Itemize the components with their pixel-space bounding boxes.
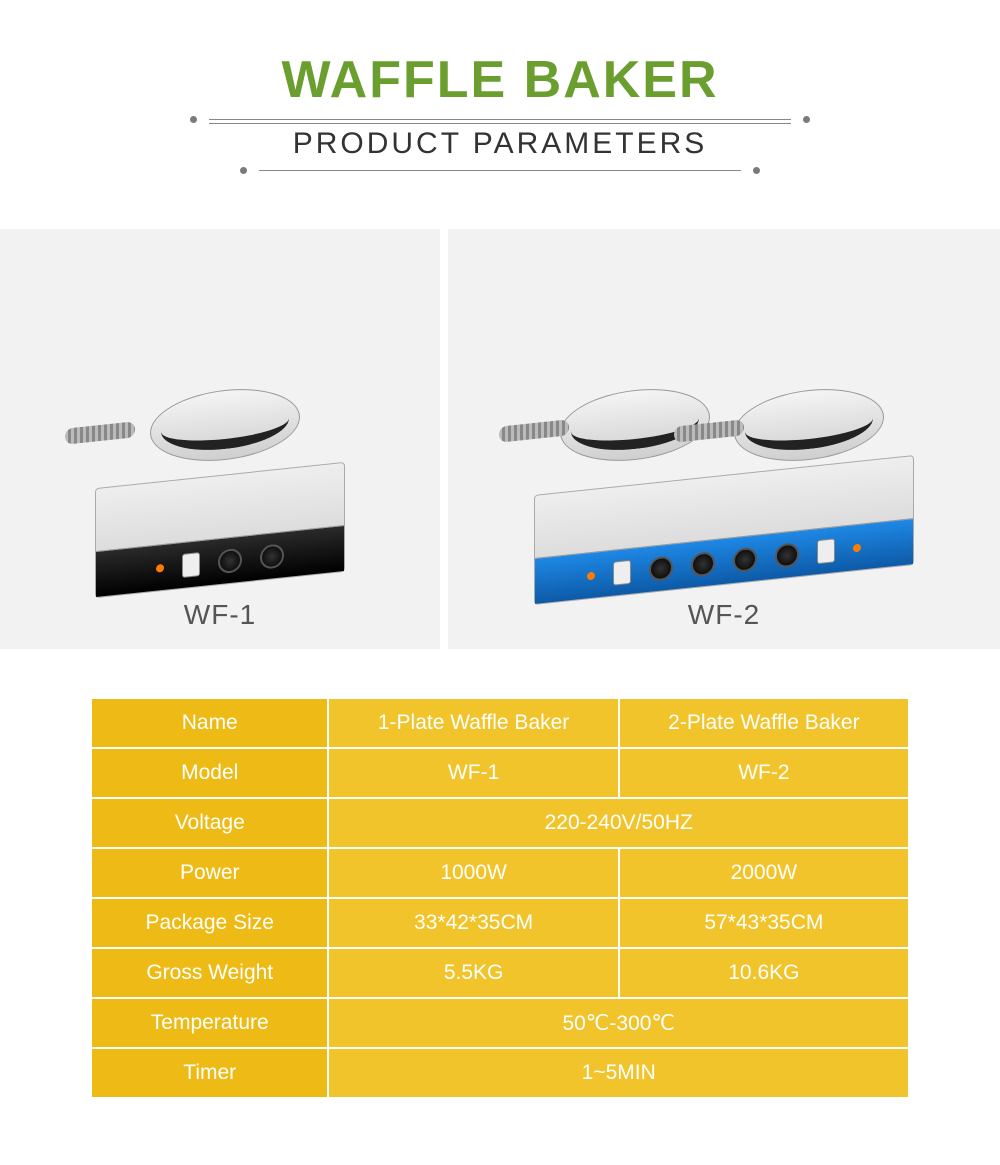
dot-icon	[240, 167, 247, 174]
rule-line	[209, 119, 791, 120]
spec-value: 1~5MIN	[328, 1048, 909, 1098]
spec-label: Power	[91, 848, 328, 898]
power-switch-icon	[613, 559, 631, 585]
table-row: Power1000W2000W	[91, 848, 909, 898]
power-switch-icon	[817, 538, 835, 564]
indicator-light-icon	[853, 543, 861, 552]
rule-line	[259, 170, 741, 171]
spec-label: Model	[91, 748, 328, 798]
table-row: Temperature50℃-300℃	[91, 998, 909, 1048]
spec-value: 220-240V/50HZ	[328, 798, 909, 848]
table-row: Timer1~5MIN	[91, 1048, 909, 1098]
divider	[240, 167, 760, 174]
spec-label: Voltage	[91, 798, 328, 848]
spec-value: 50℃-300℃	[328, 998, 909, 1048]
control-knob-icon	[649, 555, 673, 582]
dot-icon	[753, 167, 760, 174]
spec-label: Package Size	[91, 898, 328, 948]
spec-label: Temperature	[91, 998, 328, 1048]
spec-value: WF-1	[328, 748, 618, 798]
power-switch-icon	[182, 552, 200, 578]
control-knob-icon	[691, 550, 715, 577]
indicator-light-icon	[156, 563, 164, 572]
indicator-light-icon	[587, 571, 595, 580]
table-row: Voltage220-240V/50HZ	[91, 798, 909, 848]
header: WAFFLE BAKER PRODUCT PARAMETERS	[0, 0, 1000, 174]
product-label-wf1: WF-1	[184, 599, 256, 631]
control-knob-icon	[733, 546, 757, 573]
spec-value: 1-Plate Waffle Baker	[328, 698, 618, 748]
spec-value: 57*43*35CM	[619, 898, 909, 948]
spec-table: Name1-Plate Waffle Baker2-Plate Waffle B…	[90, 697, 910, 1099]
spec-value: 33*42*35CM	[328, 898, 618, 948]
page-title: WAFFLE BAKER	[0, 50, 1000, 110]
product-illustration-wf2	[534, 475, 914, 585]
spec-value: 5.5KG	[328, 948, 618, 998]
control-knob-icon	[775, 542, 799, 569]
spec-value: 10.6KG	[619, 948, 909, 998]
spec-value: 2000W	[619, 848, 909, 898]
product-label-wf2: WF-2	[688, 599, 760, 631]
control-knob-icon	[260, 543, 284, 570]
dot-icon	[190, 116, 197, 123]
spec-value: WF-2	[619, 748, 909, 798]
dot-icon	[803, 116, 810, 123]
page-subtitle: PRODUCT PARAMETERS	[0, 127, 1000, 161]
spec-label: Gross Weight	[91, 948, 328, 998]
spec-label: Timer	[91, 1048, 328, 1098]
product-images-row: WF-1 WF-2	[0, 229, 1000, 649]
product-illustration-wf1	[95, 475, 345, 585]
table-row: Package Size33*42*35CM57*43*35CM	[91, 898, 909, 948]
product-card-wf1: WF-1	[0, 229, 440, 649]
table-row: ModelWF-1WF-2	[91, 748, 909, 798]
table-row: Name1-Plate Waffle Baker2-Plate Waffle B…	[91, 698, 909, 748]
divider	[190, 116, 810, 123]
spec-label: Name	[91, 698, 328, 748]
table-row: Gross Weight5.5KG10.6KG	[91, 948, 909, 998]
spec-value: 2-Plate Waffle Baker	[619, 698, 909, 748]
control-knob-icon	[218, 547, 242, 574]
product-card-wf2: WF-2	[448, 229, 1000, 649]
spec-value: 1000W	[328, 848, 618, 898]
